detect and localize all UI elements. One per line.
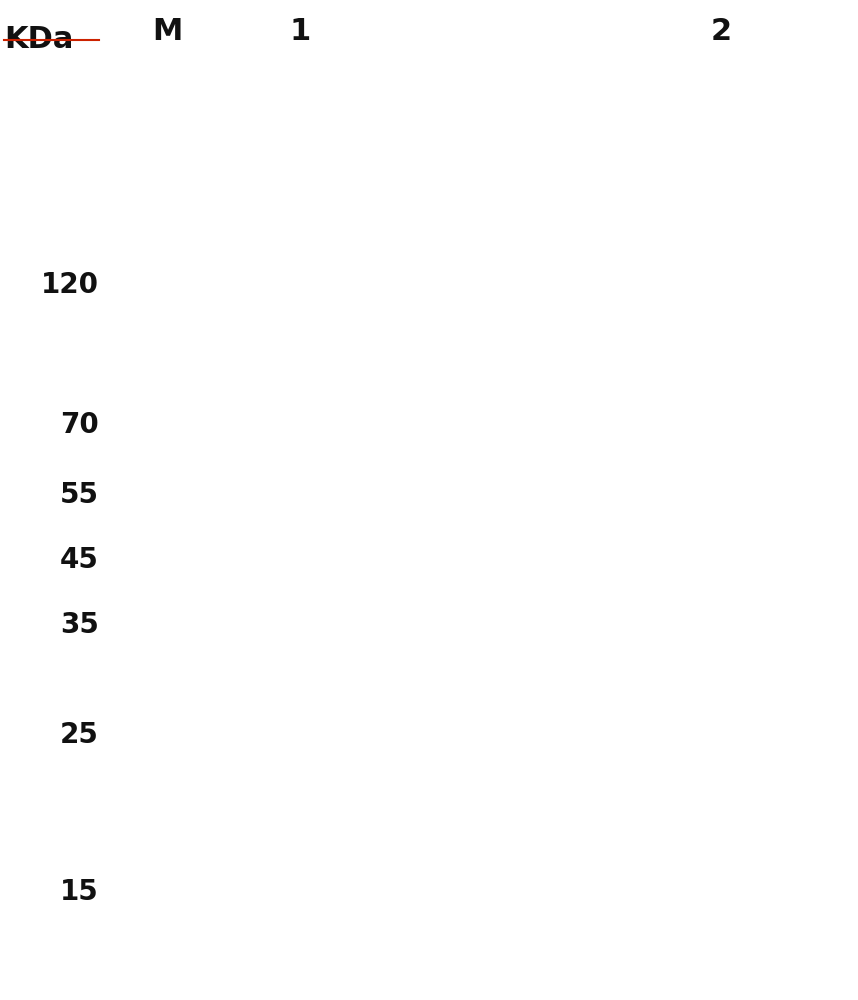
Text: 55: 55 <box>60 481 99 509</box>
Text: 15: 15 <box>60 878 99 906</box>
Text: 2: 2 <box>710 17 731 46</box>
Text: 70: 70 <box>60 411 99 439</box>
Text: M: M <box>152 17 183 46</box>
Text: 45: 45 <box>60 546 99 574</box>
Text: 35: 35 <box>60 611 99 639</box>
Text: 120: 120 <box>40 271 99 299</box>
Text: 25: 25 <box>60 721 99 749</box>
Text: 1: 1 <box>290 17 311 46</box>
Text: KDa: KDa <box>4 25 74 54</box>
